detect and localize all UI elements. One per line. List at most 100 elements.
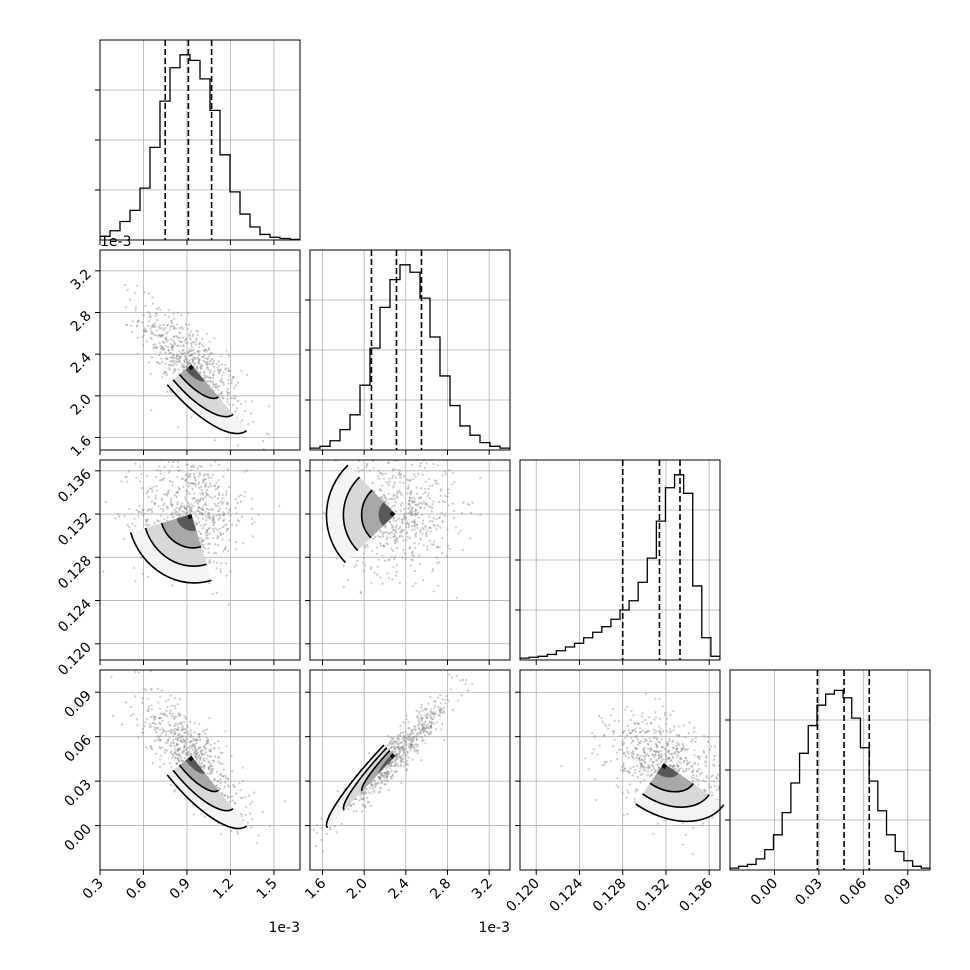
sample-point <box>209 376 212 380</box>
sample-point <box>182 746 185 749</box>
sample-point <box>422 579 425 582</box>
sample-point <box>145 519 148 522</box>
sample-point <box>390 523 393 526</box>
sample-point <box>466 689 469 692</box>
sample-point <box>251 517 254 520</box>
sample-point <box>178 747 182 750</box>
sample-point <box>159 514 163 517</box>
sample-point <box>155 312 158 315</box>
sample-point <box>198 511 201 514</box>
sample-point <box>422 492 425 495</box>
sample-point <box>189 732 192 735</box>
sample-point <box>644 755 647 758</box>
sample-point <box>411 501 414 504</box>
sample-point <box>251 535 254 538</box>
sample-point <box>189 740 192 743</box>
sample-point <box>173 724 176 728</box>
sample-point <box>420 729 423 732</box>
sample-point <box>255 842 259 845</box>
sample-point <box>389 740 392 743</box>
sample-point <box>653 755 656 758</box>
sample-point <box>146 718 149 721</box>
sample-point <box>441 698 444 701</box>
sample-point <box>412 746 416 749</box>
sample-point <box>411 524 414 528</box>
sample-point <box>216 385 219 388</box>
sample-point <box>219 533 222 536</box>
sample-point <box>217 760 220 763</box>
sample-point <box>207 517 210 520</box>
sample-point <box>384 531 387 534</box>
x-tick-label-2-1: 0.124 <box>547 875 587 915</box>
sample-point <box>655 744 658 747</box>
sample-point <box>386 536 389 539</box>
sample-point <box>638 756 641 759</box>
sample-point <box>186 328 189 331</box>
sample-point <box>170 513 173 516</box>
sample-point <box>182 735 185 738</box>
sample-point <box>173 368 176 371</box>
sample-point <box>222 525 225 529</box>
sample-point <box>656 737 659 740</box>
sample-point <box>398 531 402 534</box>
sample-point <box>414 503 418 507</box>
sample-point <box>181 348 184 352</box>
sample-point <box>228 785 231 788</box>
sample-point <box>147 495 150 499</box>
sample-point <box>439 702 442 705</box>
sample-point <box>633 768 637 771</box>
sample-point <box>233 785 236 788</box>
sample-point <box>182 345 185 348</box>
sample-point <box>420 719 423 722</box>
sample-point <box>643 751 646 754</box>
sample-point <box>189 472 192 476</box>
sample-point <box>184 717 187 720</box>
sample-point <box>213 520 216 523</box>
sample-point <box>441 474 444 477</box>
sample-point <box>232 375 235 378</box>
sample-point <box>426 730 429 734</box>
sample-point <box>221 396 224 399</box>
sample-point <box>384 771 387 775</box>
sample-point <box>218 531 221 534</box>
sample-point <box>213 484 216 487</box>
sample-point <box>183 445 185 447</box>
sample-point <box>204 743 207 746</box>
sample-point <box>713 780 716 783</box>
sample-point <box>410 508 413 511</box>
sample-point <box>439 714 442 717</box>
sample-point <box>417 727 420 730</box>
sample-point <box>198 746 201 749</box>
y-tick-label-3-3: 0.09 <box>61 688 94 721</box>
sample-point <box>209 352 212 355</box>
sample-point <box>407 721 410 724</box>
sample-point <box>126 288 129 291</box>
sample-point <box>413 743 416 746</box>
sample-point <box>153 722 156 725</box>
sample-point <box>205 736 208 739</box>
sample-point <box>479 513 482 516</box>
sample-point <box>655 759 658 762</box>
sample-point <box>222 550 225 553</box>
sample-point <box>244 409 247 413</box>
sample-point <box>190 503 193 506</box>
sample-point <box>647 754 650 757</box>
sample-point <box>402 539 405 542</box>
sample-point <box>203 478 206 481</box>
sample-point <box>392 505 395 508</box>
sample-point <box>189 330 192 333</box>
sample-point <box>421 724 424 728</box>
sample-point <box>169 694 172 697</box>
sample-point <box>396 754 399 757</box>
sample-point <box>211 770 214 773</box>
sample-point <box>251 400 254 403</box>
sample-point <box>176 344 179 347</box>
sample-point <box>307 569 309 571</box>
sample-point <box>690 740 693 743</box>
sample-point <box>218 493 221 497</box>
sample-point <box>712 763 715 766</box>
sample-point <box>176 501 179 504</box>
sample-point <box>395 754 398 758</box>
sample-point <box>204 732 207 735</box>
sample-point <box>409 491 412 495</box>
